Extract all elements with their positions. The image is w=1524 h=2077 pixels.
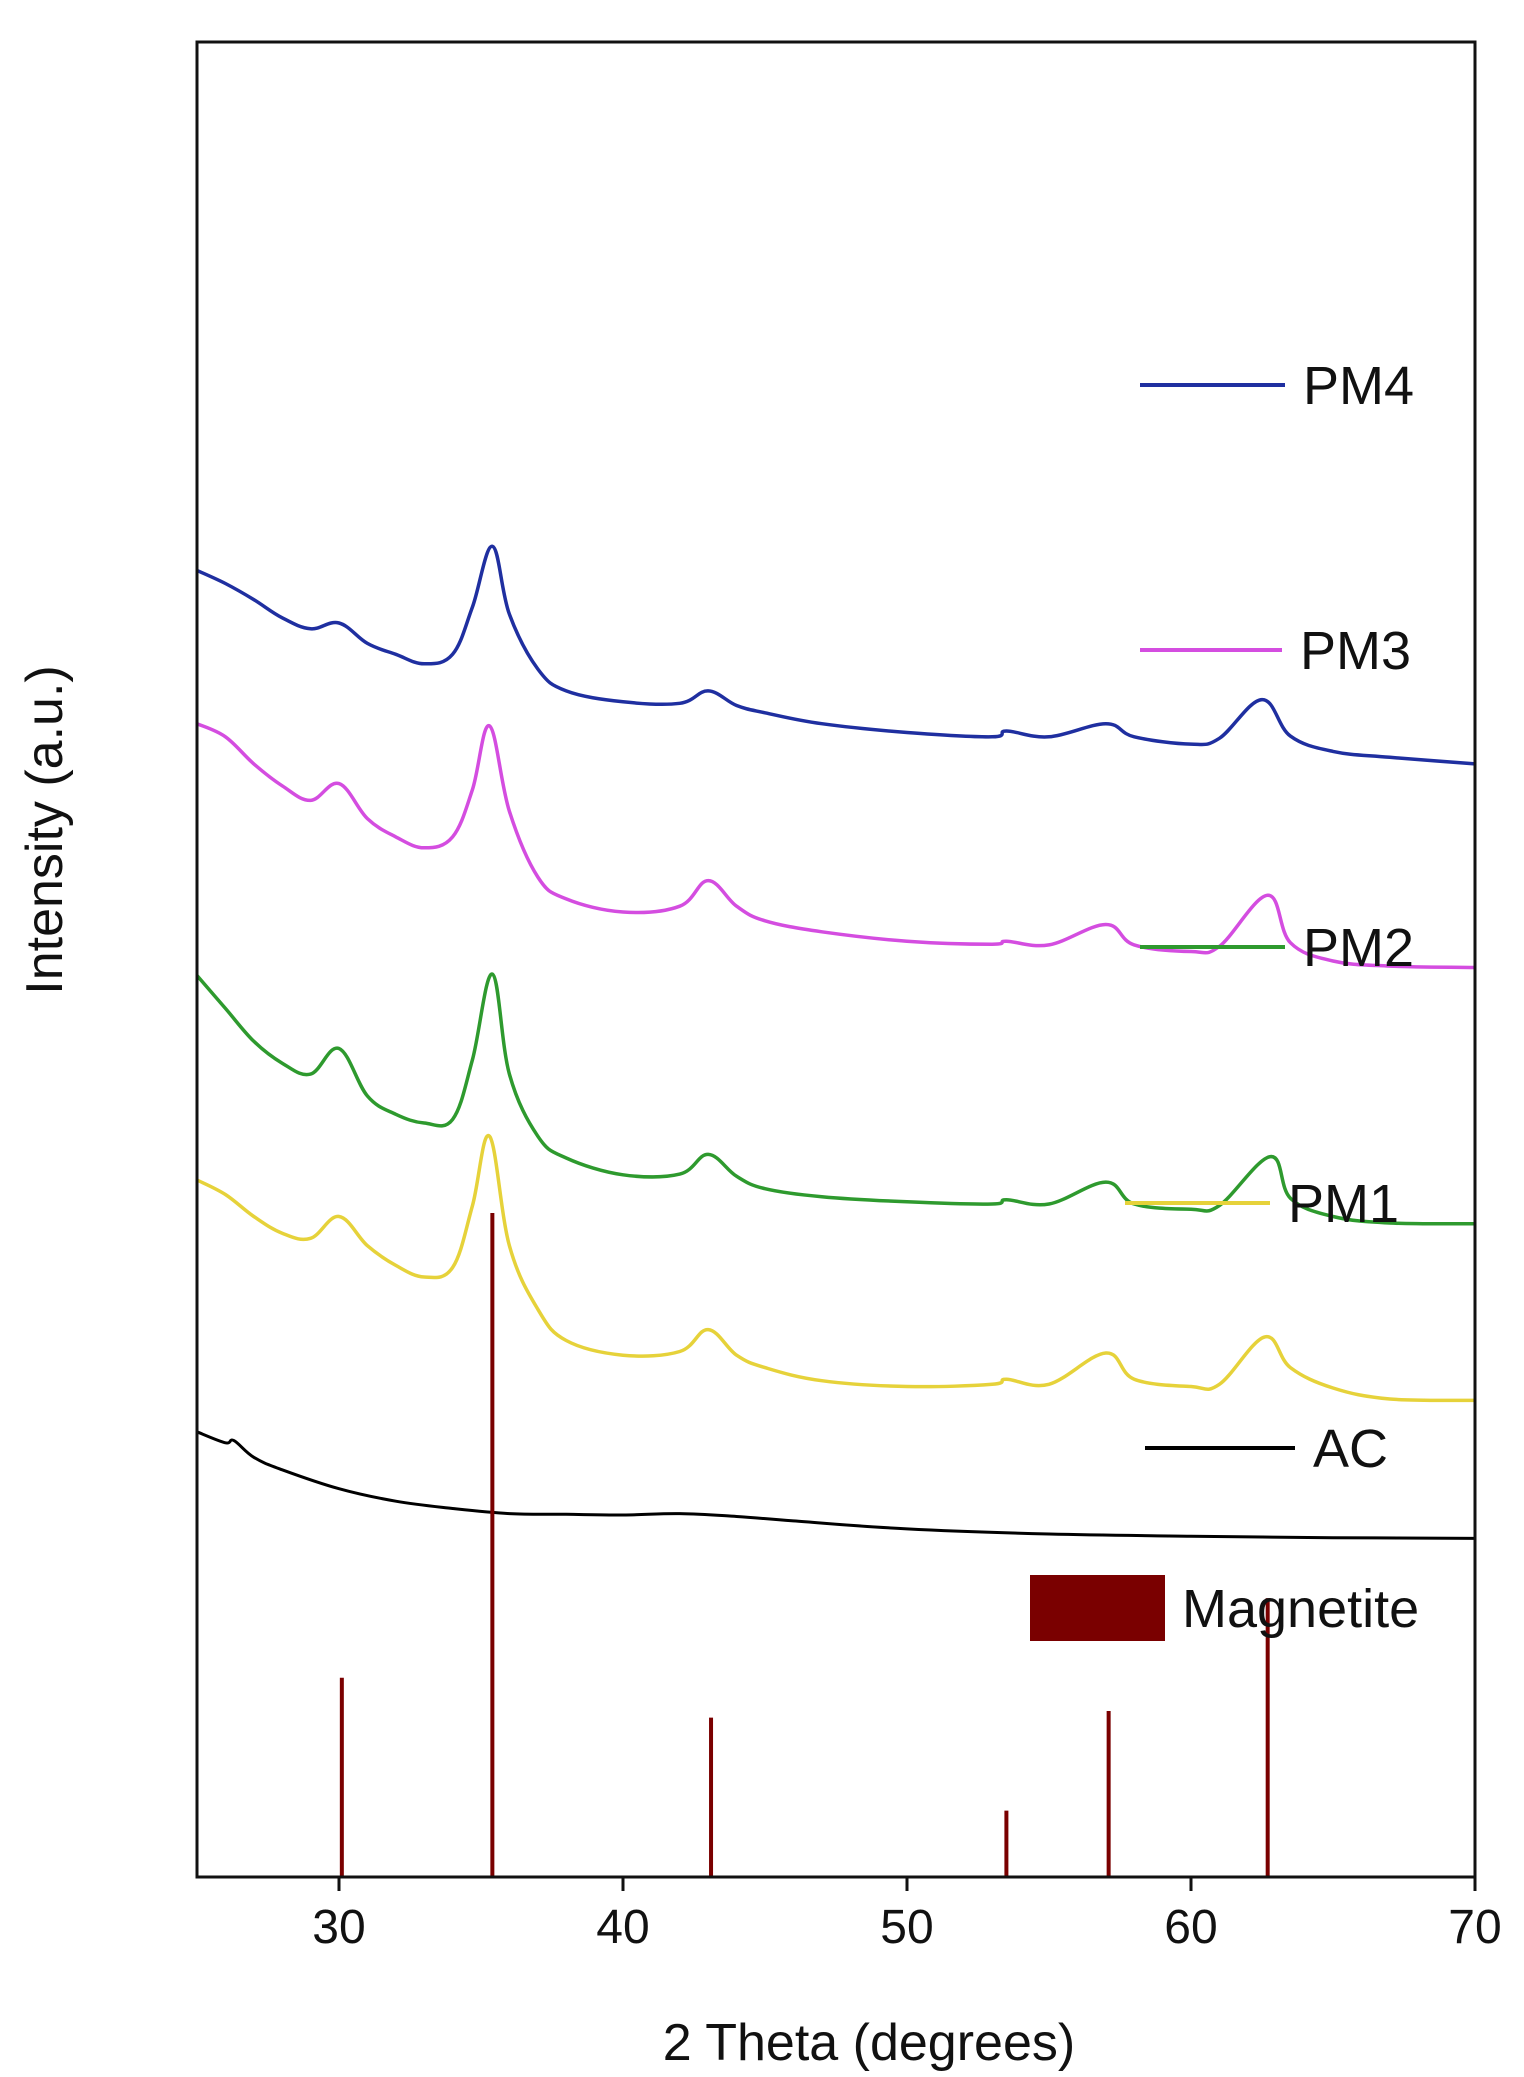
- series-line-pm4: [196, 544, 1476, 766]
- x-axis-label: 2 Theta (degrees): [663, 2014, 1075, 2072]
- x-tick-label-70: 70: [1448, 1901, 1501, 1954]
- series-line-ac: [196, 1430, 1476, 1540]
- x-ticks: 30 40 50 60 70: [312, 1877, 1502, 1954]
- x-tick-label-50: 50: [880, 1901, 933, 1954]
- reference-layer: [339, 1213, 1270, 1877]
- legend: PM4 PM3 PM2 PM1 AC Magnetite: [1030, 356, 1419, 1641]
- x-tick-label-40: 40: [596, 1901, 649, 1954]
- legend-label-ac: AC: [1313, 1419, 1388, 1479]
- legend-label-pm1: PM1: [1288, 1174, 1399, 1234]
- legend-label-pm3: PM3: [1300, 621, 1411, 681]
- legend-label-magnetite: Magnetite: [1182, 1579, 1419, 1639]
- legend-swatch-magnetite: [1030, 1575, 1165, 1641]
- x-tick-label-30: 30: [312, 1901, 365, 1954]
- plot-frame: [195, 40, 1477, 1879]
- series-line-pm2: [195, 972, 1476, 1226]
- plot-clip: [195, 544, 1476, 1877]
- legend-label-pm4: PM4: [1303, 356, 1414, 416]
- series-layer: [195, 544, 1476, 1540]
- legend-label-pm2: PM2: [1303, 918, 1414, 978]
- series-line-pm1: [196, 1133, 1476, 1403]
- x-tick-label-60: 60: [1164, 1901, 1217, 1954]
- y-axis-label: Intensity (a.u.): [16, 665, 74, 994]
- series-line-pm3: [196, 722, 1476, 970]
